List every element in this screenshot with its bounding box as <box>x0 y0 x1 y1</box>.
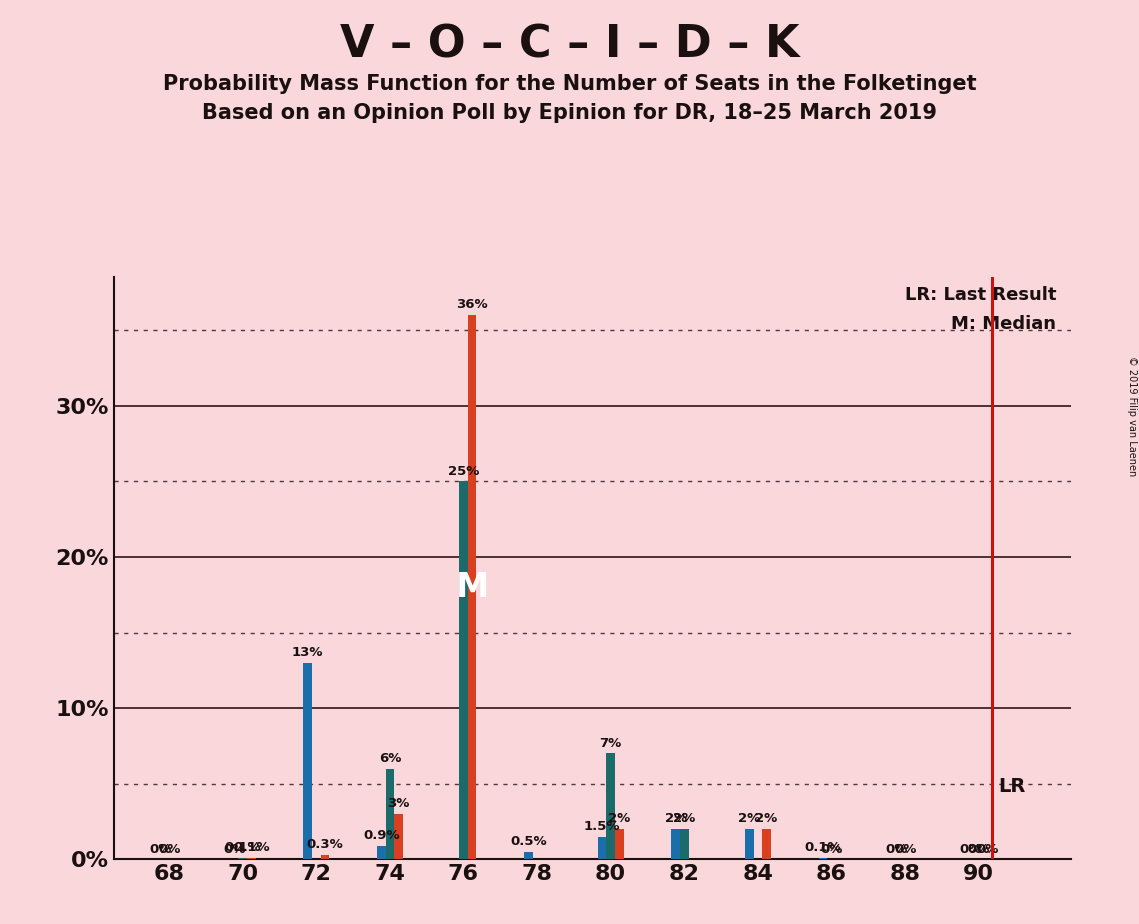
Text: 0%: 0% <box>894 843 916 856</box>
Bar <box>598 836 606 859</box>
Text: 0%: 0% <box>149 843 172 856</box>
Text: 0%: 0% <box>223 843 245 856</box>
Text: 2%: 2% <box>738 812 761 825</box>
Bar <box>247 857 255 859</box>
Text: 0%: 0% <box>959 843 982 856</box>
Bar <box>377 845 386 859</box>
Text: 13%: 13% <box>292 646 323 659</box>
Bar <box>394 814 403 859</box>
Bar <box>303 663 312 859</box>
Bar <box>606 753 615 859</box>
Bar <box>459 481 468 859</box>
Text: 1.5%: 1.5% <box>584 820 621 833</box>
Bar <box>819 857 827 859</box>
Text: LR: LR <box>998 777 1025 796</box>
Text: 0%: 0% <box>885 843 908 856</box>
Text: 0.9%: 0.9% <box>363 829 400 842</box>
Text: 0.1%: 0.1% <box>233 841 270 854</box>
Text: 3%: 3% <box>387 797 410 810</box>
Text: Probability Mass Function for the Number of Seats in the Folketinget: Probability Mass Function for the Number… <box>163 74 976 94</box>
Text: 2%: 2% <box>608 812 630 825</box>
Text: 2%: 2% <box>755 812 778 825</box>
Text: M: Median: M: Median <box>951 315 1056 333</box>
Bar <box>468 315 476 859</box>
Bar <box>524 852 533 859</box>
Bar <box>762 829 771 859</box>
Bar <box>680 829 689 859</box>
Bar <box>671 829 680 859</box>
Text: 2%: 2% <box>673 812 696 825</box>
Text: 25%: 25% <box>448 465 480 478</box>
Text: 0%: 0% <box>820 843 843 856</box>
Text: M: M <box>456 571 489 603</box>
Bar <box>238 857 247 859</box>
Bar <box>615 829 623 859</box>
Text: 2%: 2% <box>664 812 687 825</box>
Text: LR: Last Result: LR: Last Result <box>904 286 1056 304</box>
Text: 0.3%: 0.3% <box>306 838 343 851</box>
Text: 0%: 0% <box>967 843 990 856</box>
Text: 0%: 0% <box>976 843 999 856</box>
Text: 0%: 0% <box>158 843 180 856</box>
Text: 0.5%: 0.5% <box>510 835 547 848</box>
Text: 0.1%: 0.1% <box>804 841 842 854</box>
Text: 36%: 36% <box>457 298 487 311</box>
Text: 7%: 7% <box>599 736 622 749</box>
Text: © 2019 Filip van Laenen: © 2019 Filip van Laenen <box>1126 356 1137 476</box>
Text: V – O – C – I – D – K: V – O – C – I – D – K <box>339 23 800 67</box>
Text: 6%: 6% <box>378 752 401 765</box>
Bar <box>386 769 394 859</box>
Bar <box>745 829 754 859</box>
Text: Based on an Opinion Poll by Epinion for DR, 18–25 March 2019: Based on an Opinion Poll by Epinion for … <box>202 103 937 124</box>
Text: 0.1%: 0.1% <box>224 841 261 854</box>
Bar <box>320 855 329 859</box>
